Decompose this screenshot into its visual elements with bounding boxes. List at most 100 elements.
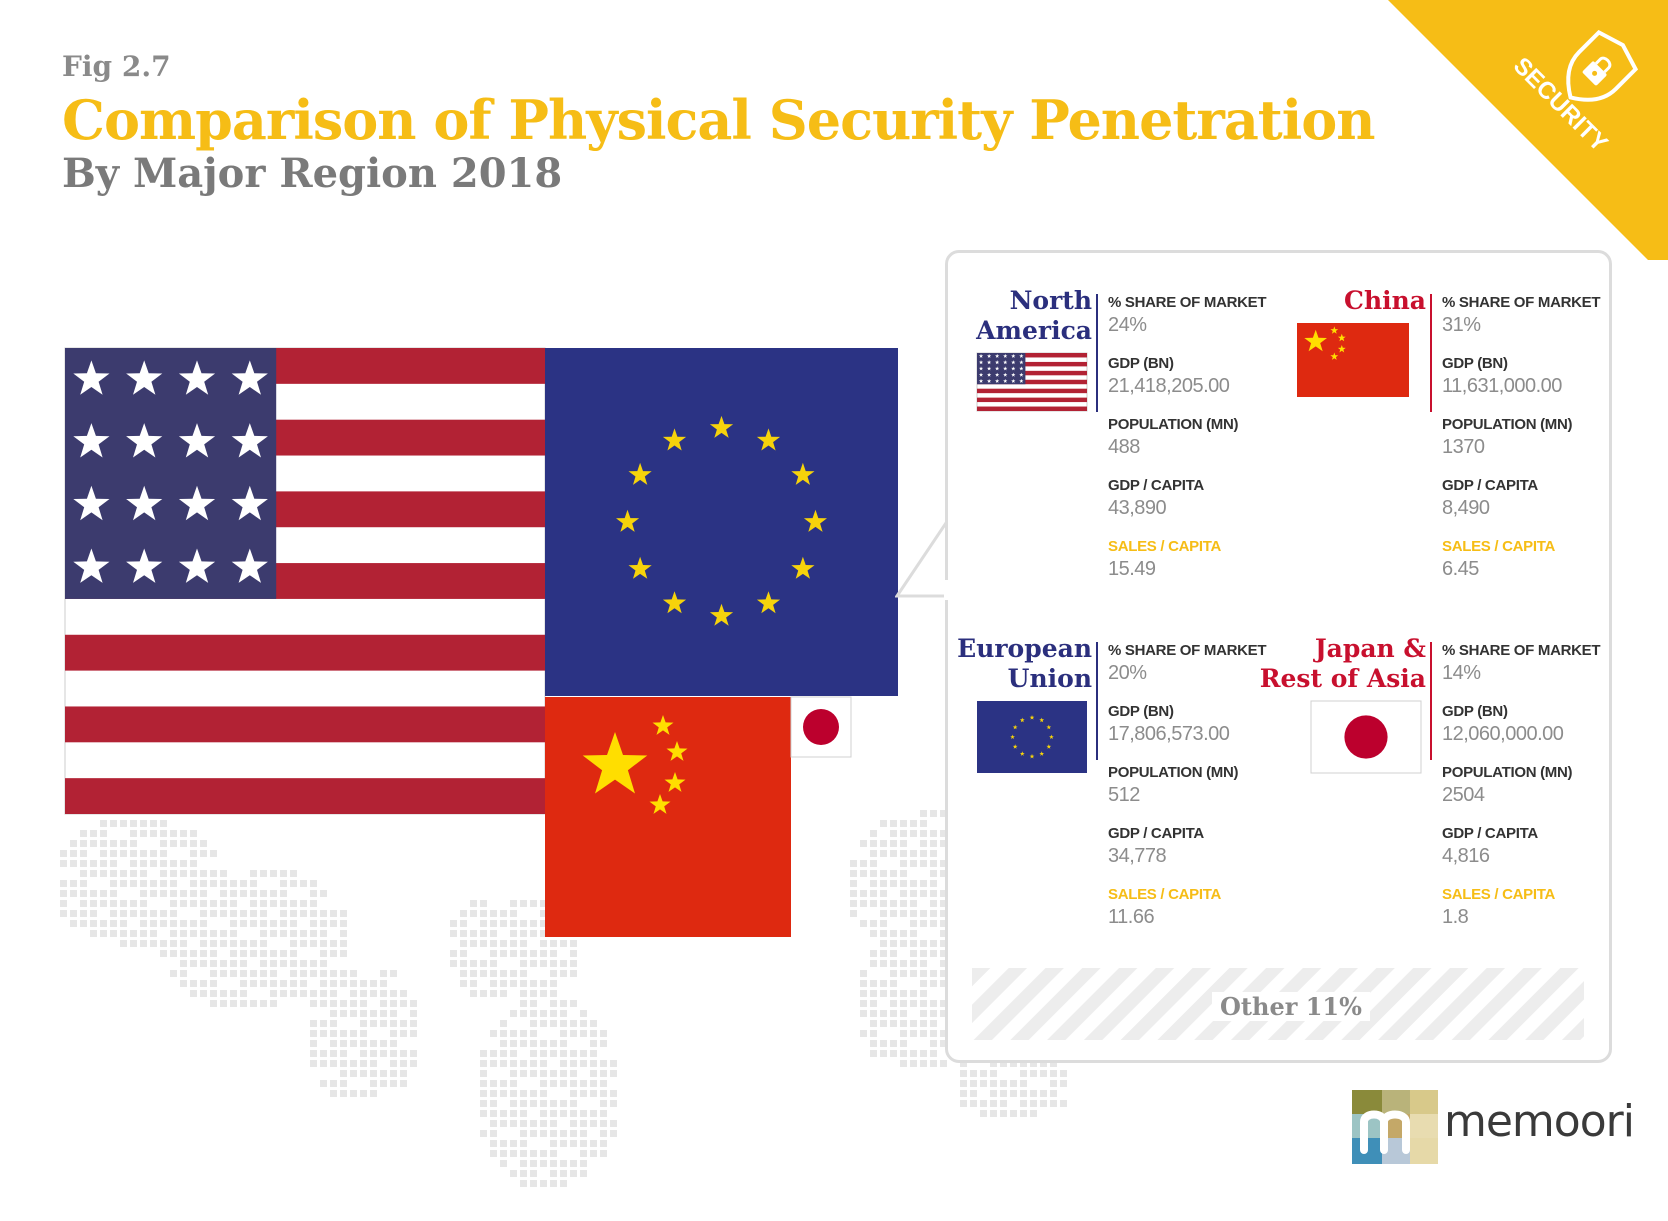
- us-star: [987, 372, 992, 377]
- page-subtitle: By Major Region 2018: [62, 150, 563, 197]
- eu-star: [1029, 715, 1035, 720]
- china-small-star: [1330, 326, 1339, 334]
- stat-value-population: 1370: [1442, 436, 1485, 458]
- us-star: [73, 360, 110, 395]
- callout-pointer: [895, 520, 950, 598]
- stat-value-gdp: 12,060,000.00: [1442, 723, 1564, 745]
- stat-label-gdp: GDP (BN): [1442, 355, 1508, 372]
- stat-value-gdp: 17,806,573.00: [1108, 723, 1230, 745]
- stat-label-gdp-capita: GDP / CAPITA: [1108, 477, 1204, 494]
- china-flag-tile: [545, 697, 791, 937]
- us-stripe: [977, 397, 1087, 403]
- stat-value-gdp-capita: 8,490: [1442, 497, 1490, 519]
- stat-label-share: % SHARE OF MARKET: [1108, 294, 1267, 311]
- stat-label-share: % SHARE OF MARKET: [1442, 294, 1601, 311]
- stat-label-population: POPULATION (MN): [1442, 764, 1573, 781]
- us-star: [231, 485, 268, 521]
- stat-label-gdp: GDP (BN): [1108, 703, 1174, 720]
- us-star: [73, 485, 110, 521]
- region-divider: [1096, 294, 1098, 412]
- japan-flag-tile: [790, 696, 852, 758]
- badge-triangle: [1388, 0, 1668, 260]
- us-stripe: [977, 353, 1087, 358]
- us-star: [1003, 366, 1008, 371]
- us-star: [178, 423, 216, 458]
- us-stripe: [977, 370, 1087, 376]
- region-divider: [1096, 642, 1098, 760]
- region-name: China: [1344, 286, 1426, 316]
- us-stripe: [65, 634, 545, 671]
- eu-flag-icon: [977, 701, 1087, 773]
- region-name-line1: North: [1009, 286, 1092, 315]
- us-star: [1019, 378, 1024, 383]
- stat-label-sales-capita: SALES / CAPITA: [1442, 886, 1556, 903]
- us-star: [978, 372, 984, 377]
- us-flag-tile: [64, 347, 546, 815]
- china-small-star: [652, 715, 674, 735]
- us-star: [178, 548, 216, 583]
- china-field: [545, 697, 791, 937]
- eu-star: [1019, 717, 1025, 723]
- us-star: [126, 423, 163, 458]
- stat-label-sales-capita: SALES / CAPITA: [1442, 538, 1556, 555]
- stat-label-gdp: GDP (BN): [1442, 703, 1508, 720]
- us-star: [231, 548, 268, 583]
- eu-star: [616, 509, 640, 532]
- stat-value-sales-capita: 6.45: [1442, 558, 1479, 580]
- us-canton: [977, 353, 1026, 385]
- stat-value-sales-capita: 15.49: [1108, 558, 1156, 580]
- us-star: [1019, 372, 1024, 377]
- us-star: [1011, 372, 1016, 377]
- eu-star: [628, 556, 652, 579]
- stat-value-share: 24%: [1108, 314, 1147, 336]
- china-small-star: [1337, 333, 1346, 342]
- region-block-0: North America % SHARE OF MARKET 24% GDP (BN)…: [948, 280, 1308, 580]
- us-star: [995, 360, 1000, 365]
- stat-value-gdp-capita: 4,816: [1442, 845, 1490, 867]
- china-flag-icon: [1297, 323, 1409, 397]
- eu-star: [756, 591, 781, 614]
- us-star: [1019, 353, 1024, 358]
- us-stripe: [977, 361, 1087, 367]
- region-name-line1: Japan &: [1314, 634, 1426, 663]
- china-small-star: [666, 741, 688, 761]
- us-star: [987, 353, 992, 358]
- eu-star: [662, 591, 687, 614]
- stat-label-population: POPULATION (MN): [1442, 416, 1573, 433]
- us-star: [126, 360, 163, 395]
- us-star: [987, 378, 992, 383]
- region-name: North America: [976, 286, 1092, 346]
- japan-sun: [803, 709, 839, 745]
- us-star: [73, 548, 110, 583]
- eu-star: [1010, 734, 1015, 739]
- us-star: [995, 353, 1000, 358]
- stat-value-population: 2504: [1442, 784, 1485, 806]
- eu-star: [1019, 751, 1025, 756]
- us-star: [178, 485, 216, 521]
- eu-star: [662, 428, 687, 451]
- us-star: [1003, 360, 1008, 365]
- stat-label-sales-capita: SALES / CAPITA: [1108, 538, 1222, 555]
- eu-star: [791, 556, 815, 579]
- eu-star: [1039, 751, 1045, 756]
- region-name-line2: Rest of Asia: [1259, 664, 1426, 693]
- region-name: Japan & Rest of Asia: [1260, 634, 1426, 694]
- us-star: [978, 360, 984, 365]
- region-name-line1: European: [957, 634, 1092, 663]
- us-star: [1011, 378, 1016, 383]
- us-star: [1011, 353, 1016, 358]
- china-small-star: [649, 794, 671, 814]
- stat-value-gdp: 21,418,205.00: [1108, 375, 1230, 397]
- stat-value-population: 512: [1108, 784, 1140, 806]
- us-star: [1019, 360, 1024, 365]
- stat-label-share: % SHARE OF MARKET: [1108, 642, 1267, 659]
- region-name-line2: China: [1344, 286, 1426, 315]
- us-stripe: [65, 706, 545, 743]
- figure-number: Fig 2.7: [62, 50, 171, 83]
- eu-star: [1046, 724, 1052, 730]
- region-stats: % SHARE OF MARKET 24% GDP (BN) 21,418,205.0…: [1108, 294, 1267, 599]
- us-star: [987, 366, 992, 371]
- stat-label-population: POPULATION (MN): [1108, 416, 1239, 433]
- region-divider: [1430, 642, 1432, 760]
- us-star: [73, 423, 110, 458]
